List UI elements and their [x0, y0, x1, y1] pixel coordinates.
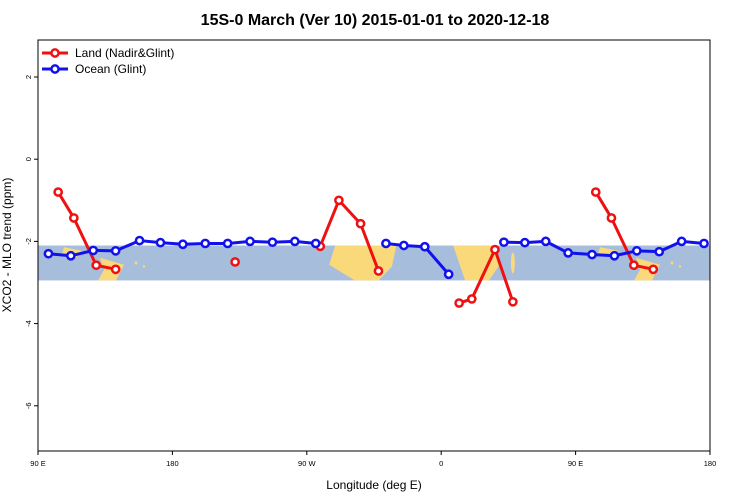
- data-point: [676, 236, 687, 247]
- data-point: [267, 237, 278, 248]
- data-point: [606, 213, 617, 223]
- data-point: [230, 257, 240, 267]
- data-point: [373, 266, 384, 276]
- data-point: [66, 250, 76, 261]
- data-point: [88, 245, 99, 256]
- data-point: [699, 238, 709, 249]
- series-line: [56, 191, 116, 271]
- data-point: [134, 235, 145, 246]
- data-point: [563, 248, 573, 258]
- data-point: [628, 260, 639, 271]
- data-point: [654, 246, 665, 257]
- plot-frame: [37, 39, 711, 452]
- data-point: [590, 187, 601, 197]
- data-point: [222, 238, 233, 249]
- data-point: [587, 249, 597, 260]
- data-point: [609, 250, 620, 261]
- series-layer: [43, 187, 709, 308]
- legend: Land (Nadir&Glint) Ocean (Glint): [42, 46, 174, 76]
- map-land-madagascar: [510, 252, 515, 274]
- data-point: [499, 237, 509, 248]
- legend-marker: [50, 64, 60, 74]
- axis-ticks: 90 E 180 90 W 0 90 E 180 2 0 -2 -4 -6: [24, 75, 716, 468]
- map-land-islet: [134, 261, 138, 265]
- series-line: [594, 191, 654, 271]
- x-tick-label: 90 W: [298, 459, 316, 468]
- data-point: [290, 236, 300, 247]
- data-point: [53, 187, 64, 197]
- legend-label: Land (Nadir&Glint): [75, 46, 174, 60]
- data-point: [399, 240, 409, 251]
- data-point: [466, 294, 477, 304]
- series-land: [53, 187, 659, 308]
- map-land-islet: [142, 265, 146, 268]
- y-tick-label: 0: [24, 157, 33, 161]
- map-land-islet: [670, 261, 674, 265]
- x-axis-label: Longitude (deg E): [326, 478, 421, 492]
- data-point: [110, 245, 121, 256]
- data-point: [381, 238, 391, 249]
- y-axis-label: XCO2 - MLO trend (ppm): [0, 178, 14, 313]
- y-tick-label: -2: [24, 238, 33, 245]
- legend-label: Ocean (Glint): [75, 62, 146, 76]
- data-point: [540, 236, 551, 247]
- map-land-islet: [678, 265, 682, 268]
- data-point: [519, 237, 530, 248]
- legend-marker: [50, 48, 60, 58]
- chart-title: 15S-0 March (Ver 10) 2015-01-01 to 2020-…: [201, 12, 550, 29]
- data-point: [310, 238, 321, 249]
- data-point: [245, 236, 255, 247]
- series-line: [458, 248, 515, 305]
- x-tick-label: 180: [704, 459, 717, 468]
- data-point: [110, 264, 121, 275]
- series-line: [385, 241, 450, 276]
- data-point: [68, 213, 79, 223]
- data-point: [631, 245, 642, 256]
- series-line: [318, 198, 380, 272]
- map-band: [38, 245, 710, 281]
- data-point: [443, 269, 454, 280]
- data-point: [155, 237, 166, 248]
- data-point: [419, 241, 430, 252]
- x-tick-label: 180: [166, 459, 179, 468]
- series-ocean: [43, 235, 709, 280]
- x-tick-label: 90 E: [568, 459, 583, 468]
- y-tick-label: -4: [24, 320, 33, 327]
- data-point: [200, 238, 211, 249]
- data-point: [454, 298, 464, 308]
- data-point: [334, 195, 344, 206]
- data-point: [490, 244, 500, 255]
- series-line: [503, 239, 705, 258]
- map-land-africa: [453, 245, 501, 281]
- data-point: [508, 296, 518, 307]
- data-point: [91, 260, 102, 271]
- data-point: [178, 239, 188, 250]
- data-point: [355, 218, 366, 229]
- y-tick-label: -6: [24, 402, 33, 409]
- y-tick-label: 2: [24, 75, 33, 79]
- x-tick-label: 0: [439, 459, 443, 468]
- data-point: [648, 264, 659, 275]
- data-point: [43, 248, 54, 259]
- x-tick-label: 90 E: [30, 459, 45, 468]
